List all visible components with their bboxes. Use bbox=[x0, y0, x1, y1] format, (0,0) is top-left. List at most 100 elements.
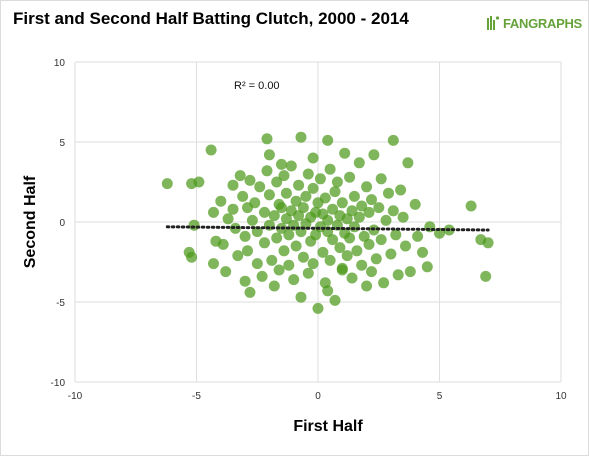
data-point bbox=[193, 176, 205, 188]
data-point bbox=[288, 274, 300, 286]
data-point bbox=[346, 272, 358, 284]
y-tick-label: 5 bbox=[59, 138, 65, 149]
data-point bbox=[348, 221, 360, 233]
data-point bbox=[397, 211, 409, 223]
data-point bbox=[205, 144, 217, 156]
data-point bbox=[271, 176, 283, 188]
data-point bbox=[244, 286, 256, 298]
x-tick-label: 5 bbox=[437, 391, 443, 402]
data-point bbox=[215, 195, 227, 207]
data-point bbox=[387, 205, 399, 217]
data-point bbox=[392, 269, 404, 281]
data-point bbox=[246, 214, 258, 226]
data-point bbox=[266, 254, 278, 266]
data-point bbox=[307, 258, 319, 270]
data-point bbox=[283, 229, 295, 241]
data-point bbox=[280, 213, 292, 225]
data-point bbox=[254, 181, 266, 193]
data-point bbox=[227, 179, 239, 191]
data-point bbox=[334, 242, 346, 254]
data-point bbox=[307, 152, 319, 164]
data-point bbox=[227, 203, 239, 215]
data-point bbox=[331, 176, 343, 188]
data-point bbox=[307, 182, 319, 194]
data-point bbox=[322, 134, 334, 146]
data-point bbox=[290, 240, 302, 252]
y-tick-label: 0 bbox=[59, 218, 65, 229]
data-point bbox=[259, 206, 270, 218]
data-point bbox=[256, 270, 268, 282]
data-point bbox=[295, 291, 307, 303]
data-point bbox=[268, 280, 280, 292]
data-point bbox=[188, 219, 200, 231]
data-point bbox=[263, 149, 275, 161]
data-point bbox=[341, 213, 353, 225]
data-point bbox=[259, 237, 270, 249]
chart-title: First and Second Half Batting Clutch, 20… bbox=[13, 9, 409, 28]
data-point bbox=[312, 302, 324, 314]
data-point bbox=[239, 230, 251, 242]
data-point bbox=[220, 266, 232, 278]
data-point bbox=[324, 163, 336, 175]
data-point bbox=[302, 267, 314, 279]
data-point bbox=[237, 190, 249, 202]
data-point bbox=[276, 202, 287, 214]
data-point bbox=[341, 250, 353, 262]
data-point bbox=[302, 168, 314, 180]
data-point bbox=[402, 157, 414, 169]
data-point bbox=[276, 158, 287, 170]
data-point bbox=[383, 187, 394, 199]
data-point bbox=[366, 266, 377, 278]
data-point bbox=[409, 198, 421, 210]
y-axis-title: Second Half bbox=[22, 175, 39, 268]
data-point bbox=[363, 206, 375, 218]
y-tick-label: 10 bbox=[54, 58, 66, 69]
data-point bbox=[239, 275, 251, 287]
data-point bbox=[324, 254, 336, 266]
data-point bbox=[339, 147, 351, 159]
data-point bbox=[366, 194, 377, 206]
data-point bbox=[351, 245, 363, 257]
data-point bbox=[293, 210, 305, 222]
data-point bbox=[319, 192, 331, 204]
y-tick-label: -10 bbox=[51, 378, 66, 389]
data-point bbox=[278, 245, 290, 257]
data-point bbox=[482, 237, 494, 249]
tick-labels: -10 -5 0 5 10 -10 -5 0 5 10 bbox=[51, 58, 567, 402]
data-point bbox=[329, 294, 341, 306]
data-point bbox=[217, 238, 229, 250]
data-point bbox=[417, 246, 428, 258]
data-point bbox=[421, 261, 433, 273]
data-point bbox=[290, 195, 302, 207]
x-tick-label: 10 bbox=[555, 391, 567, 402]
data-point bbox=[356, 200, 368, 212]
x-axis-title: First Half bbox=[293, 418, 363, 435]
data-point bbox=[361, 280, 373, 292]
trendline bbox=[165, 225, 490, 232]
data-point bbox=[300, 190, 312, 202]
data-point bbox=[370, 253, 382, 265]
data-point bbox=[244, 174, 256, 186]
data-point bbox=[261, 133, 273, 145]
data-point bbox=[480, 270, 492, 282]
data-point bbox=[271, 232, 283, 244]
data-point bbox=[363, 238, 375, 250]
data-point bbox=[404, 266, 416, 278]
x-tick-label: 0 bbox=[315, 391, 321, 402]
data-point bbox=[373, 202, 385, 214]
data-point bbox=[232, 250, 244, 262]
data-point bbox=[400, 240, 411, 252]
data-point bbox=[375, 173, 387, 185]
data-point bbox=[229, 222, 241, 234]
data-point bbox=[356, 259, 368, 271]
data-point bbox=[329, 186, 341, 198]
data-point bbox=[242, 245, 253, 257]
data-point bbox=[251, 258, 263, 270]
data-point bbox=[375, 234, 387, 246]
data-point bbox=[344, 232, 356, 244]
data-point bbox=[395, 184, 407, 196]
data-point bbox=[327, 203, 339, 215]
data-point bbox=[208, 206, 219, 218]
data-point bbox=[249, 197, 261, 209]
